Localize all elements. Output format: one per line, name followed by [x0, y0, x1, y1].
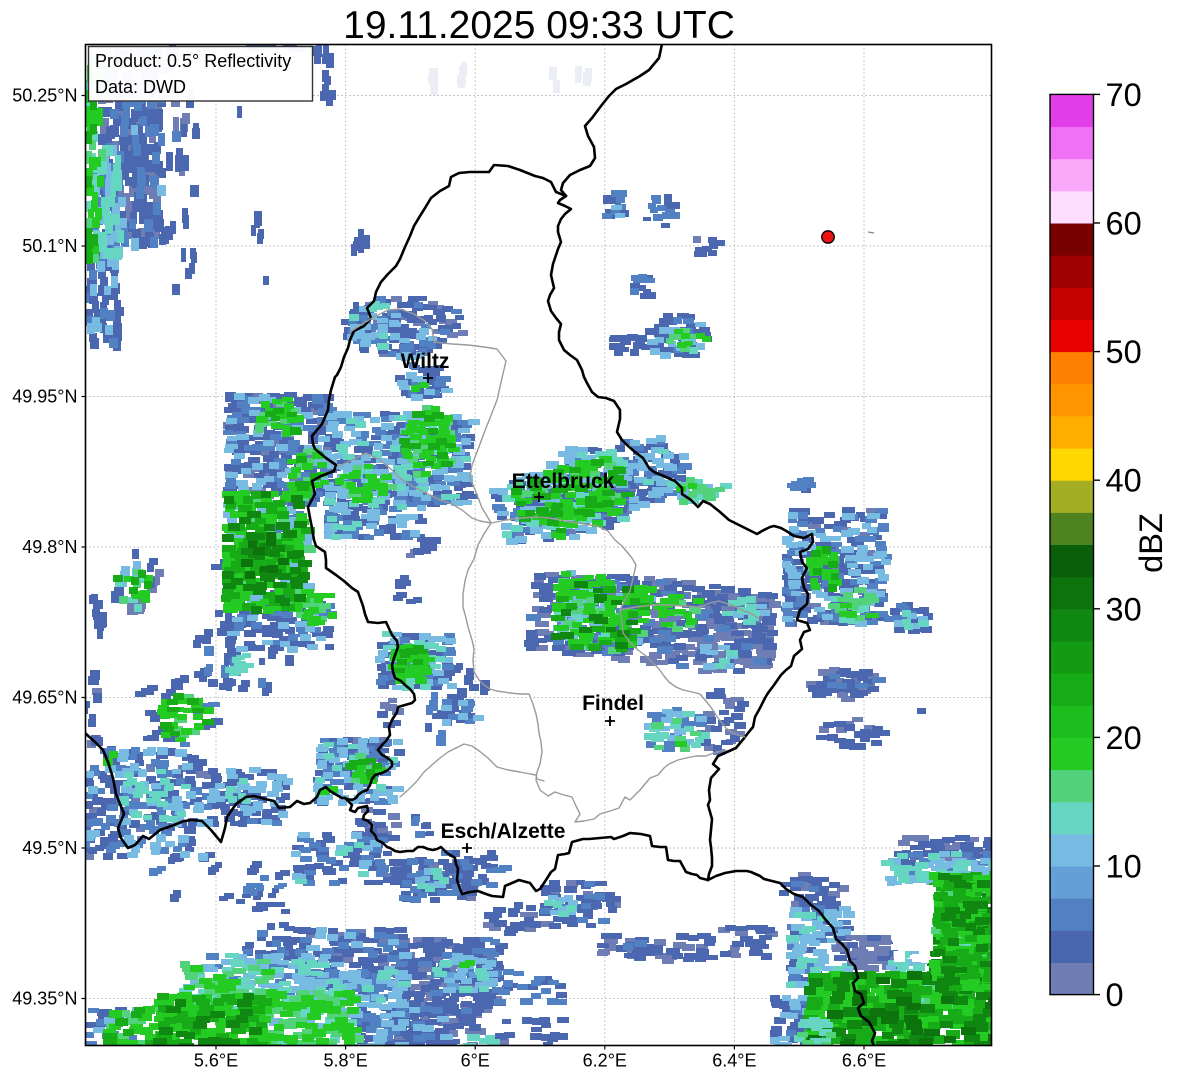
svg-text:30: 30: [1106, 591, 1142, 627]
svg-text:60: 60: [1106, 206, 1142, 242]
svg-text:49.5°N: 49.5°N: [22, 838, 77, 858]
svg-text:Ettelbruck: Ettelbruck: [512, 470, 615, 493]
svg-text:Data: DWD: Data: DWD: [95, 77, 186, 97]
svg-text:6.2°E: 6.2°E: [583, 1051, 627, 1071]
svg-text:10: 10: [1106, 849, 1142, 885]
svg-text:0: 0: [1106, 977, 1124, 1013]
svg-text:Findel: Findel: [582, 692, 644, 715]
svg-text:5.8°E: 5.8°E: [323, 1051, 367, 1071]
svg-text:dBZ: dBZ: [1133, 513, 1169, 573]
svg-text:Product: 0.5° Reflectivity: Product: 0.5° Reflectivity: [95, 51, 291, 71]
svg-text:6.6°E: 6.6°E: [842, 1051, 886, 1071]
svg-text:49.8°N: 49.8°N: [22, 537, 77, 557]
svg-text:50.25°N: 50.25°N: [12, 86, 77, 106]
svg-text:20: 20: [1106, 720, 1142, 756]
svg-text:6.4°E: 6.4°E: [712, 1051, 756, 1071]
svg-text:Wiltz: Wiltz: [401, 350, 450, 373]
svg-text:Esch/Alzette: Esch/Alzette: [441, 820, 566, 843]
svg-text:40: 40: [1106, 463, 1142, 499]
svg-text:49.95°N: 49.95°N: [12, 387, 77, 407]
svg-text:49.65°N: 49.65°N: [12, 688, 77, 708]
svg-text:50: 50: [1106, 334, 1142, 370]
svg-text:70: 70: [1106, 77, 1142, 113]
svg-text:49.35°N: 49.35°N: [12, 989, 77, 1009]
svg-text:19.11.2025 09:33 UTC: 19.11.2025 09:33 UTC: [343, 4, 735, 47]
svg-text:6°E: 6°E: [461, 1051, 490, 1071]
svg-text:5.6°E: 5.6°E: [194, 1051, 238, 1071]
svg-text:50.1°N: 50.1°N: [22, 236, 77, 256]
